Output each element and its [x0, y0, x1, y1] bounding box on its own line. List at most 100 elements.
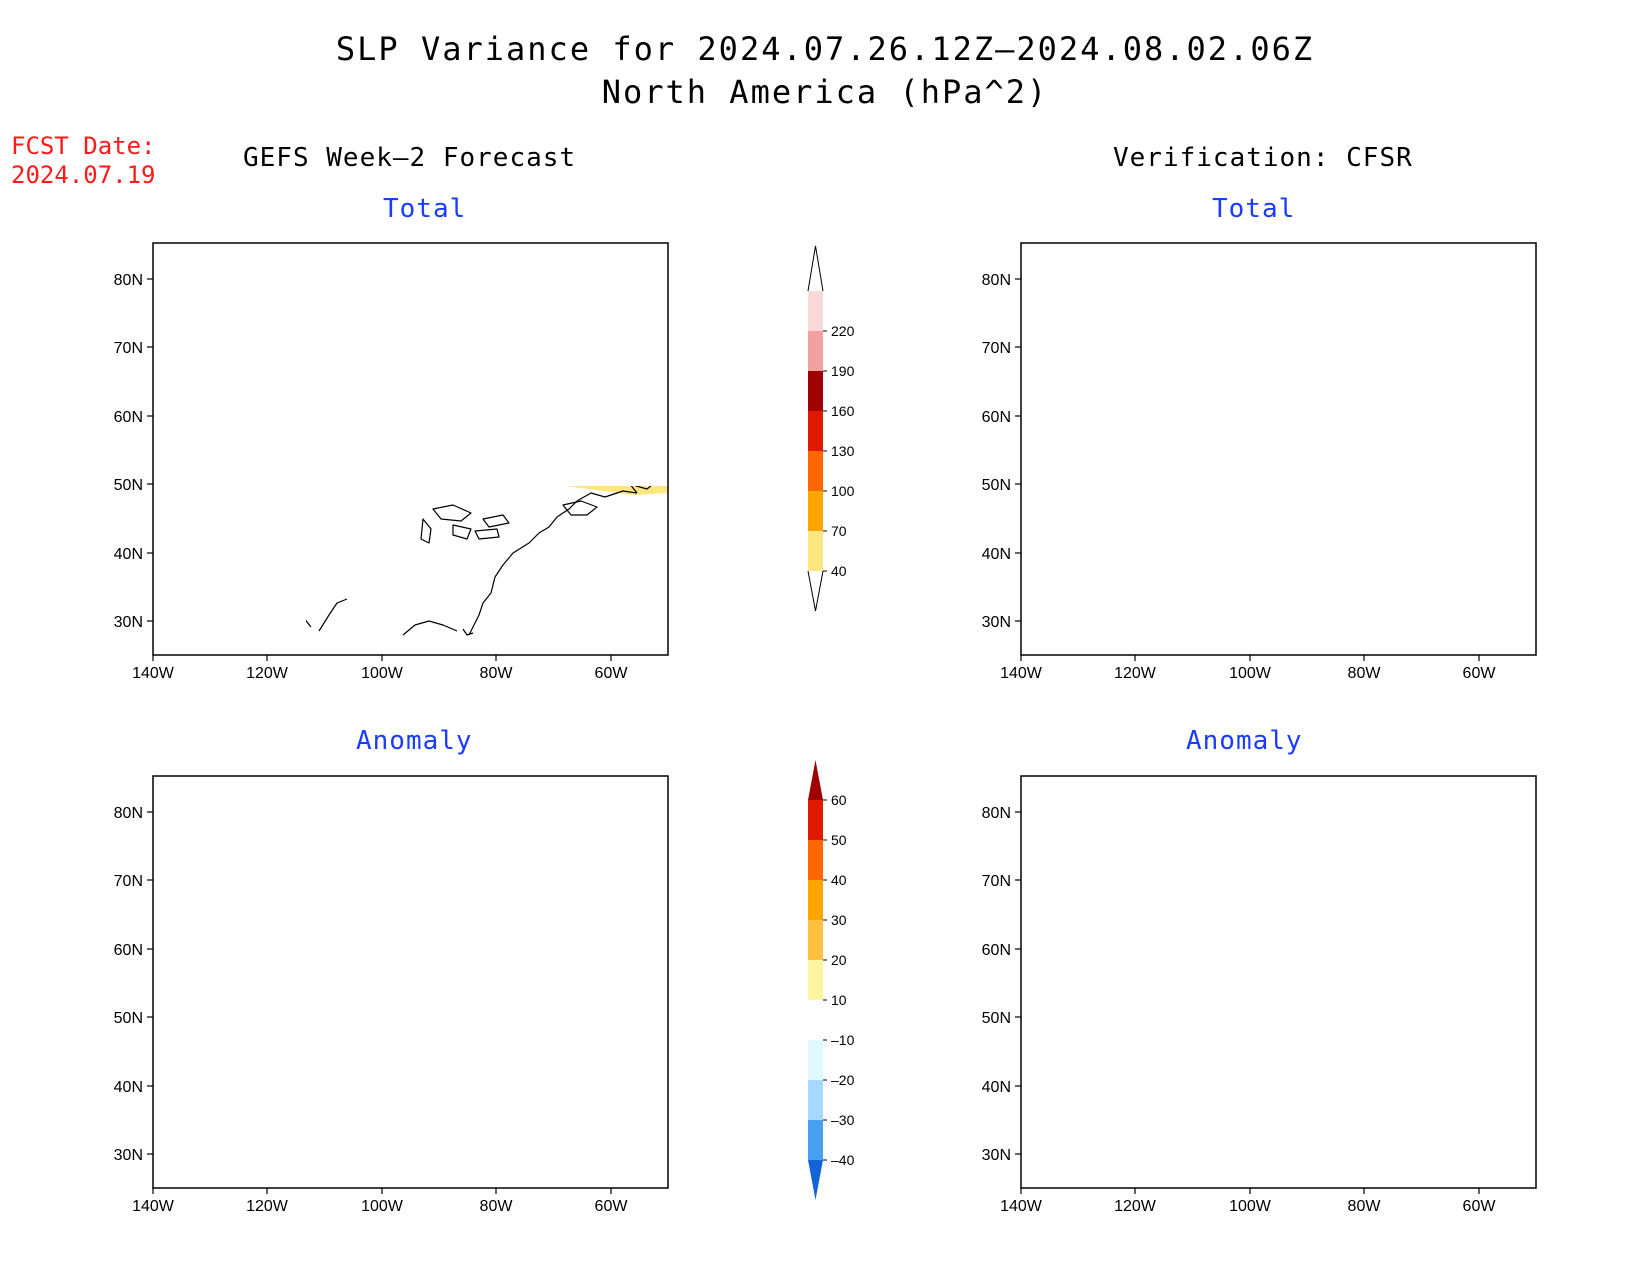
colorbar-anomaly-label: 50: [831, 832, 847, 848]
lon-tick-label: 120W: [1114, 665, 1157, 682]
colorbar-anomaly-label: 60: [831, 792, 847, 808]
lat-tick-label: 70N: [114, 873, 143, 890]
lon-tick-label: 80W: [480, 1198, 514, 1215]
colorbar-anomaly-label: 30: [831, 912, 847, 928]
panel-subtitle-cfsr-total: Total: [1212, 194, 1296, 224]
lat-tick-label: 30N: [114, 614, 143, 631]
lat-tick-label: 40N: [982, 546, 1011, 563]
lon-tick-label: 100W: [361, 665, 404, 682]
colorbar-total-box: [808, 291, 823, 331]
panel-cfsr-total: [1014, 242, 1537, 662]
colorbar-anomaly-label: –10: [831, 1032, 855, 1048]
lon-tick-label: 80W: [1348, 665, 1382, 682]
fcst-date: 2024.07.19: [11, 161, 156, 189]
lon-tick-label: 120W: [1114, 1198, 1157, 1215]
colorbar-anomaly-box: [808, 1040, 823, 1080]
lat-tick-label: 60N: [114, 409, 143, 426]
lon-tick-label: 100W: [1229, 1198, 1272, 1215]
colorbar-anomaly-top-arrow: [808, 760, 823, 800]
gefs-anomaly-shading-east: [553, 890, 668, 1016]
cfsr-anomaly-shading-positive-west-dot: [1111, 918, 1129, 930]
lon-tick-label: 60W: [1463, 665, 1497, 682]
lat-tick-label: 80N: [982, 805, 1011, 822]
lat-tick-label: 70N: [114, 340, 143, 357]
colorbar-total-box: [808, 331, 823, 371]
cfsr-anomaly-shading-positive-center-outer: [1181, 842, 1421, 916]
panel-subtitle-cfsr-anomaly: Anomaly: [1186, 726, 1303, 756]
lon-tick-label: 80W: [1348, 1198, 1382, 1215]
colorbar-anomaly-box: [808, 880, 823, 920]
lon-tick-label: 140W: [132, 665, 175, 682]
lat-tick-label: 30N: [982, 1147, 1011, 1164]
cfsr-total-shading-core: [1226, 325, 1289, 365]
gefs-anomaly-shading-west: [153, 844, 303, 932]
lat-tick-label: 80N: [114, 805, 143, 822]
colorbar-total-label: 160: [831, 403, 855, 419]
cfsr-anomaly-shading-positive-west: [1021, 894, 1171, 990]
lon-tick-label: 140W: [1000, 665, 1043, 682]
gefs-total-shading-canada: [565, 486, 668, 495]
cfsr-anomaly-shading-negative-arctic: [1021, 776, 1536, 848]
panel-subtitle-gefs-total: Total: [383, 194, 467, 224]
lon-tick-label: 60W: [1463, 1198, 1497, 1215]
cfsr-total-shading-east: [1269, 267, 1536, 463]
cfsr-total-shading-west: [1021, 383, 1093, 449]
colorbar-total: 40 70 100 130 160 190 220: [807, 245, 855, 612]
gefs-total-shading-north-pacific: [153, 311, 271, 393]
lat-tick-label: 30N: [982, 614, 1011, 631]
panel-gefs-total: [146, 242, 669, 662]
colorbar-anomaly-label: 10: [831, 992, 847, 1008]
colorbar-total-box: [808, 491, 823, 531]
lat-tick-label: 30N: [114, 1147, 143, 1164]
colorbar-anomaly-label: –40: [831, 1152, 855, 1168]
gefs-anomaly-shading-central: [347, 932, 503, 986]
lat-tick-label: 60N: [114, 942, 143, 959]
colorbar-total-box: [808, 411, 823, 451]
cfsr-anomaly-shading-positive-center-50: [1233, 864, 1297, 896]
panel-cfsr-anomaly: [1014, 775, 1537, 1195]
colorbar-total-label: 70: [831, 523, 847, 539]
colorbar-anomaly-bottom-arrow: [808, 1160, 823, 1200]
cfsr-anomaly-shading-positive-center-40: [1217, 856, 1311, 900]
lat-tick-label: 70N: [982, 873, 1011, 890]
lon-tick-label: 80W: [480, 665, 514, 682]
lon-tick-label: 120W: [246, 1198, 289, 1215]
lon-tick-label: 140W: [1000, 1198, 1043, 1215]
gefs-anomaly-shading-east-core: [649, 962, 668, 982]
cfsr-anomaly-shading-positive-east-core: [1441, 820, 1536, 946]
cfsr-anomaly-shading-negative-east-core: [1407, 994, 1491, 1034]
colorbar-anomaly-label: –30: [831, 1112, 855, 1128]
cfsr-anomaly-shading-positive-center-mid: [1201, 850, 1393, 906]
cfsr-anomaly-shading-positive-center-60: [1247, 868, 1283, 890]
cfsr-anomaly-shading-positive-east-mid: [1311, 812, 1536, 976]
colorbar-total-label: 100: [831, 483, 855, 499]
colorbar-anomaly-label: 40: [831, 872, 847, 888]
colorbar-anomaly-label: 20: [831, 952, 847, 968]
lon-tick-label: 60W: [595, 1198, 629, 1215]
cfsr-anomaly-shading-positive-east: [1271, 792, 1536, 986]
lat-tick-label: 40N: [982, 1079, 1011, 1096]
chart-subtitle: North America (hPa^2): [601, 73, 1049, 111]
colorbar-anomaly-box: [808, 840, 823, 880]
lat-tick-label: 40N: [114, 546, 143, 563]
lon-tick-label: 100W: [361, 1198, 404, 1215]
left-column-header: GEFS Week–2 Forecast: [243, 143, 577, 173]
colorbar-total-top-cap: [807, 245, 824, 292]
lat-tick-label: 80N: [114, 272, 143, 289]
colorbar-total-label: 130: [831, 443, 855, 459]
colorbar-anomaly-box: [808, 800, 823, 840]
right-column-header: Verification: CFSR: [1113, 143, 1413, 173]
cfsr-total-shading-yukon: [1097, 365, 1171, 405]
colorbar-total-label: 190: [831, 363, 855, 379]
cfsr-anomaly-shading-positive-west-core: [1021, 902, 1137, 974]
colorbar-total-label: 40: [831, 563, 847, 579]
lat-tick-label: 80N: [982, 272, 1011, 289]
colorbar-anomaly-box: [808, 1000, 823, 1040]
cfsr-anomaly-shading-negative-east: [1269, 982, 1536, 1086]
colorbar-total-label: 220: [831, 323, 855, 339]
lat-tick-label: 60N: [982, 409, 1011, 426]
cfsr-total-shading-small: [1526, 427, 1536, 435]
cfsr-anomaly-shading-negative-arctic-core: [1021, 800, 1191, 854]
fcst-label: FCST Date:: [11, 132, 156, 160]
colorbar-total-box: [808, 371, 823, 411]
